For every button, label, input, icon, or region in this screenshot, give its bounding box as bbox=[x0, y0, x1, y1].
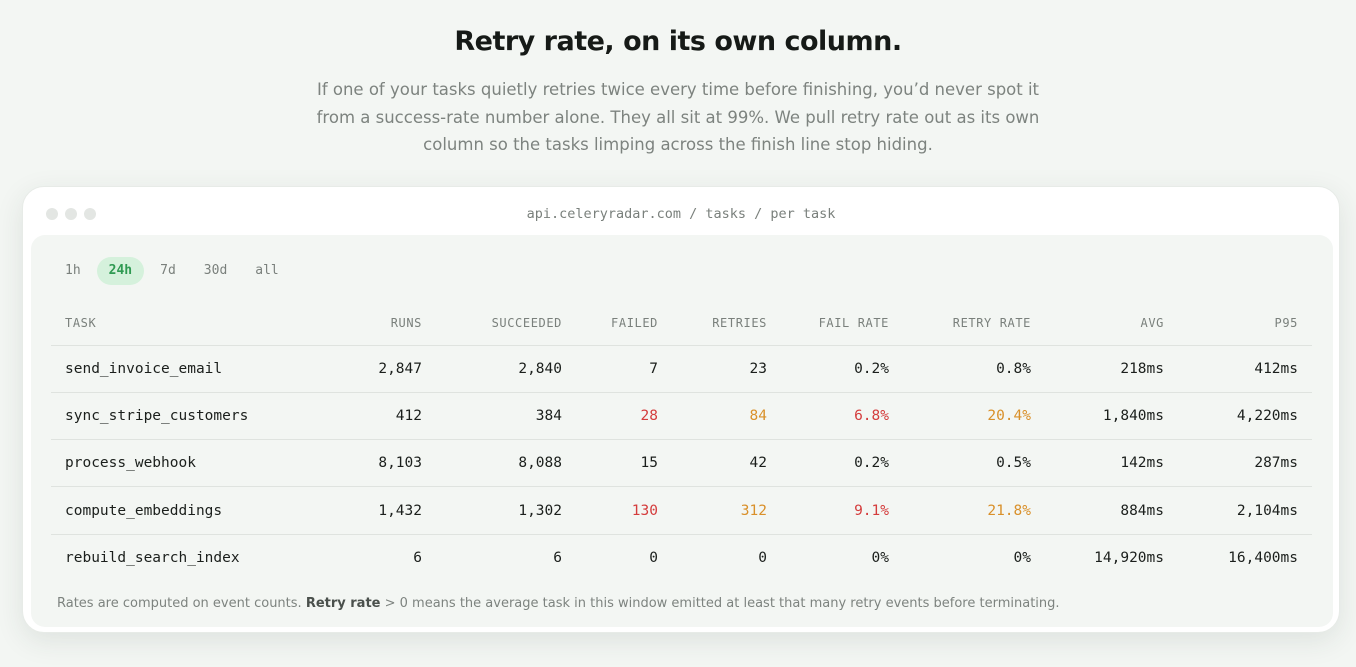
time-range-selector: 1h 24h 7d 30d all bbox=[53, 257, 291, 285]
fail-rate-cell: 0% bbox=[871, 550, 889, 567]
fail-rate-cell: 6.8% bbox=[781, 392, 903, 441]
task-name: compute_embeddings bbox=[51, 486, 317, 535]
range-all[interactable]: all bbox=[255, 263, 279, 278]
window-controls bbox=[46, 208, 96, 220]
column-header-succeeded[interactable]: SUCCEEDED bbox=[436, 301, 576, 346]
p95-cell: 16,400ms bbox=[1228, 550, 1298, 567]
succeeded-cell: 384 bbox=[436, 392, 576, 441]
window-url: api.celeryradar.com / tasks / per task bbox=[526, 206, 836, 222]
table-row[interactable]: process_webhook 8,103 8,088 15 42 0.2% 0… bbox=[51, 439, 1312, 488]
tasks-panel: 1h 24h 7d 30d all TASK RUNS SUCCEEDED FA… bbox=[31, 235, 1333, 627]
runs-cell: 8,103 bbox=[317, 439, 436, 488]
retries-cell: 23 bbox=[672, 345, 781, 393]
table-row[interactable]: sync_stripe_customers 412 384 28 84 6.8%… bbox=[51, 392, 1312, 441]
column-header-fail-rate[interactable]: FAIL RATE bbox=[781, 301, 903, 346]
runs-cell: 6 bbox=[413, 550, 422, 567]
column-header-retries[interactable]: RETRIES bbox=[672, 301, 781, 346]
range-7d[interactable]: 7d bbox=[160, 263, 176, 278]
avg-cell: 884ms bbox=[1045, 486, 1178, 535]
table-header-row: TASK RUNS SUCCEEDED FAILED RETRIES FAIL … bbox=[51, 301, 1312, 346]
failed-cell: 28 bbox=[576, 392, 672, 441]
column-header-task[interactable]: TASK bbox=[51, 301, 317, 346]
avg-cell: 142ms bbox=[1045, 439, 1178, 488]
succeeded-cell: 1,302 bbox=[436, 486, 576, 535]
retries-cell: 312 bbox=[672, 486, 781, 535]
runs-cell: 2,847 bbox=[317, 345, 436, 393]
retries-cell: 84 bbox=[672, 392, 781, 441]
succeeded-cell: 2,840 bbox=[436, 345, 576, 393]
task-name: rebuild_search_index bbox=[65, 550, 240, 567]
retries-cell: 42 bbox=[672, 439, 781, 488]
retries-cell: 0 bbox=[758, 550, 767, 567]
task-name: send_invoice_email bbox=[51, 345, 317, 393]
footnote-text: > 0 means the average task in this windo… bbox=[380, 596, 1060, 611]
column-header-runs[interactable]: RUNS bbox=[317, 301, 436, 346]
table-row[interactable]: compute_embeddings 1,432 1,302 130 312 9… bbox=[51, 486, 1312, 535]
window-dot-icon bbox=[84, 208, 96, 220]
fail-rate-cell: 0.2% bbox=[781, 439, 903, 488]
table-row[interactable]: rebuild_search_index 6 6 0 0 0% 0% 14,92… bbox=[51, 534, 1312, 581]
failed-cell: 0 bbox=[649, 550, 658, 567]
p95-cell: 2,104ms bbox=[1178, 486, 1312, 535]
column-header-p95[interactable]: P95 bbox=[1178, 301, 1312, 346]
section-title: Retry rate, on its own column. bbox=[454, 26, 902, 57]
range-30d[interactable]: 30d bbox=[203, 263, 228, 278]
task-name: process_webhook bbox=[51, 439, 317, 488]
footnote-emphasis: Retry rate bbox=[305, 596, 381, 611]
column-header-failed[interactable]: FAILED bbox=[576, 301, 672, 346]
table-row[interactable]: send_invoice_email 2,847 2,840 7 23 0.2%… bbox=[51, 345, 1312, 393]
retry-rate-cell: 0.8% bbox=[903, 345, 1045, 393]
p95-cell: 412ms bbox=[1178, 345, 1312, 393]
section-description: If one of your tasks quietly retries twi… bbox=[316, 80, 1040, 154]
range-1h[interactable]: 1h bbox=[65, 263, 81, 278]
range-24h[interactable]: 24h bbox=[96, 257, 145, 285]
footnote-text: Rates are computed on event counts. bbox=[57, 596, 306, 611]
fail-rate-cell: 0.2% bbox=[781, 345, 903, 393]
retry-rate-cell: 21.8% bbox=[903, 486, 1045, 535]
succeeded-cell: 8,088 bbox=[436, 439, 576, 488]
runs-cell: 1,432 bbox=[317, 486, 436, 535]
p95-cell: 287ms bbox=[1178, 439, 1312, 488]
avg-cell: 14,920ms bbox=[1094, 550, 1164, 567]
column-header-retry-rate[interactable]: RETRY RATE bbox=[903, 301, 1045, 346]
browser-window: api.celeryradar.com / tasks / per task 1… bbox=[22, 186, 1340, 633]
task-name: sync_stripe_customers bbox=[51, 392, 317, 441]
avg-cell: 218ms bbox=[1045, 345, 1178, 393]
column-header-avg[interactable]: AVG bbox=[1045, 301, 1178, 346]
retry-rate-cell: 0.5% bbox=[903, 439, 1045, 488]
runs-cell: 412 bbox=[317, 392, 436, 441]
table-footnote: Rates are computed on event counts. Retr… bbox=[57, 596, 1060, 611]
retry-rate-cell: 0% bbox=[1013, 550, 1031, 567]
failed-cell: 15 bbox=[576, 439, 672, 488]
p95-cell: 4,220ms bbox=[1178, 392, 1312, 441]
window-dot-icon bbox=[65, 208, 77, 220]
succeeded-cell: 6 bbox=[553, 550, 562, 567]
avg-cell: 1,840ms bbox=[1045, 392, 1178, 441]
window-dot-icon bbox=[46, 208, 58, 220]
failed-cell: 7 bbox=[576, 345, 672, 393]
failed-cell: 130 bbox=[576, 486, 672, 535]
fail-rate-cell: 9.1% bbox=[781, 486, 903, 535]
retry-rate-cell: 20.4% bbox=[903, 392, 1045, 441]
per-task-table: TASK RUNS SUCCEEDED FAILED RETRIES FAIL … bbox=[51, 301, 1312, 581]
